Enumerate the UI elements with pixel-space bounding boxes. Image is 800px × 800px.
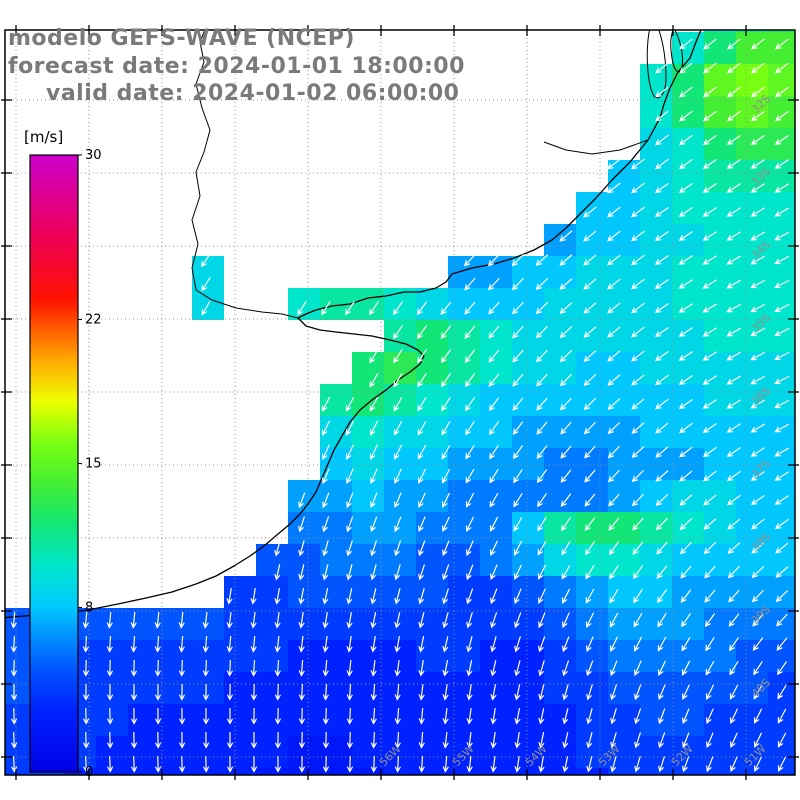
model-title: modelo GEFS-WAVE (NCEP) xyxy=(8,26,355,51)
colorbar-tick-label: 22 xyxy=(85,313,102,328)
colorbar: [m/s] 30 22 15 8 0 xyxy=(24,128,102,780)
colorbar-gradient xyxy=(29,154,79,773)
coastline xyxy=(5,30,702,619)
coast-path xyxy=(5,30,702,619)
wind-direction-arrows xyxy=(10,38,790,773)
valid-date-label: valid date: 2024-01-02 06:00:00 xyxy=(46,81,460,106)
colorbar-unit-label: [m/s] xyxy=(24,128,63,146)
colorbar-tick-label: 15 xyxy=(85,457,102,472)
colorbar-tick-label: 0 xyxy=(85,765,93,780)
lagoon-outline xyxy=(646,30,667,99)
colorbar-tick-label: 30 xyxy=(85,148,102,163)
forecast-date-label: forecast date: 2024-01-01 18:00:00 xyxy=(8,54,465,79)
colorbar-tick-label: 8 xyxy=(85,600,93,615)
river-path xyxy=(543,139,649,155)
graticule xyxy=(5,30,795,775)
plot-frame xyxy=(1,25,799,780)
river-path xyxy=(191,30,299,319)
